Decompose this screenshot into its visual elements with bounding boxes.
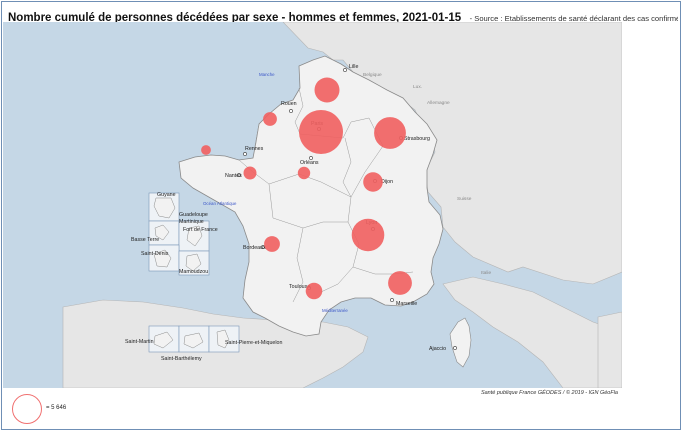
- country-labels: Belgique Lux. Allemagne Suisse Italie: [363, 72, 491, 276]
- city-label: Dijon: [381, 179, 393, 185]
- city-label: Toulouse: [289, 284, 310, 290]
- city-marker: [343, 68, 347, 72]
- bubble-bretagne[interactable]: [201, 145, 211, 155]
- city-label: Bordeaux: [243, 245, 266, 251]
- overseas-label: Guadeloupe: [179, 212, 208, 218]
- bubble-nouvelle-aquitaine[interactable]: [264, 236, 280, 252]
- bubble-pays-de-la-loire[interactable]: [243, 166, 257, 180]
- bubble-auvergne-rh-ne-alpes[interactable]: [351, 218, 385, 252]
- bubble-bourgogne-franche-comt-[interactable]: [363, 172, 383, 192]
- bubble-provence-alpes-c-te-d-azur[interactable]: [388, 271, 412, 295]
- city-marker: [289, 109, 293, 113]
- map-source: - Source : Etablissements de santé décla…: [469, 14, 678, 23]
- country-label: Belgique: [363, 72, 382, 78]
- city-marker: [261, 245, 265, 249]
- city-label: Lille: [349, 64, 358, 70]
- city-label: Orléans: [300, 160, 319, 166]
- overseas-label: Mamoudzou: [179, 269, 208, 275]
- overseas-label: Saint-Martin: [125, 339, 154, 345]
- overseas-label: Basse Terre: [131, 237, 159, 243]
- sea-labels: Manche Océan Atlantique Méditerranée: [203, 72, 348, 313]
- city-label: Nantes: [225, 173, 242, 179]
- country-label: Suisse: [457, 196, 472, 202]
- city-label: Rouen: [281, 101, 297, 107]
- bubble-hauts-de-france[interactable]: [314, 77, 340, 103]
- city-marker: [243, 152, 247, 156]
- overseas-label: Saint-Pierre-et-Miquelon: [225, 340, 282, 346]
- overseas-label: Saint-Barthélemy: [161, 356, 202, 362]
- city-label: Rennes: [245, 146, 264, 152]
- city-label: Ajaccio: [429, 346, 446, 352]
- inset-labels: Guyane Guadeloupe Martinique Fort de Fra…: [125, 192, 282, 362]
- bubble--le-de-france[interactable]: [299, 110, 343, 154]
- country-label: Lux.: [413, 84, 422, 90]
- city-marker: [237, 173, 241, 177]
- overseas-label: Martinique: [179, 219, 204, 225]
- legend-label: = 5 646: [46, 405, 67, 411]
- overseas-label: Saint-Denis: [141, 251, 169, 257]
- city-marker: [453, 346, 457, 350]
- city-label: Strasbourg: [404, 136, 430, 142]
- bubbles[interactable]: [201, 77, 412, 300]
- map-title: Nombre cumulé de personnes décédées par …: [8, 12, 462, 24]
- legend-circle: [12, 394, 42, 424]
- city-label: Marseille: [396, 301, 417, 307]
- map-canvas[interactable]: Manche Océan Atlantique Méditerranée Bel…: [3, 22, 622, 388]
- overseas-label: Fort de France: [183, 227, 218, 233]
- country-label: Italie: [481, 270, 491, 276]
- map-credit: Santé publique France GÉODES / © 2019 - …: [480, 390, 618, 396]
- bubble-normandie[interactable]: [263, 112, 277, 126]
- map-header: Nombre cumulé de personnes décédées par …: [8, 8, 678, 24]
- corsica-shape: [449, 317, 472, 368]
- country-label: Allemagne: [427, 100, 450, 106]
- overseas-label: Guyane: [157, 192, 176, 198]
- overseas-shapes: [153, 197, 230, 349]
- city-marker: [309, 156, 313, 160]
- map-legend: = 5 646: [10, 393, 90, 429]
- sea-label: Manche: [259, 72, 275, 77]
- sea-label: Océan Atlantique: [203, 201, 237, 206]
- bubble-occitanie[interactable]: [305, 282, 323, 300]
- bubble-centre-val-de-loire[interactable]: [297, 166, 311, 180]
- bubble-grand-est[interactable]: [374, 117, 406, 149]
- sea-label: Méditerranée: [322, 308, 348, 313]
- city-marker: [390, 298, 394, 302]
